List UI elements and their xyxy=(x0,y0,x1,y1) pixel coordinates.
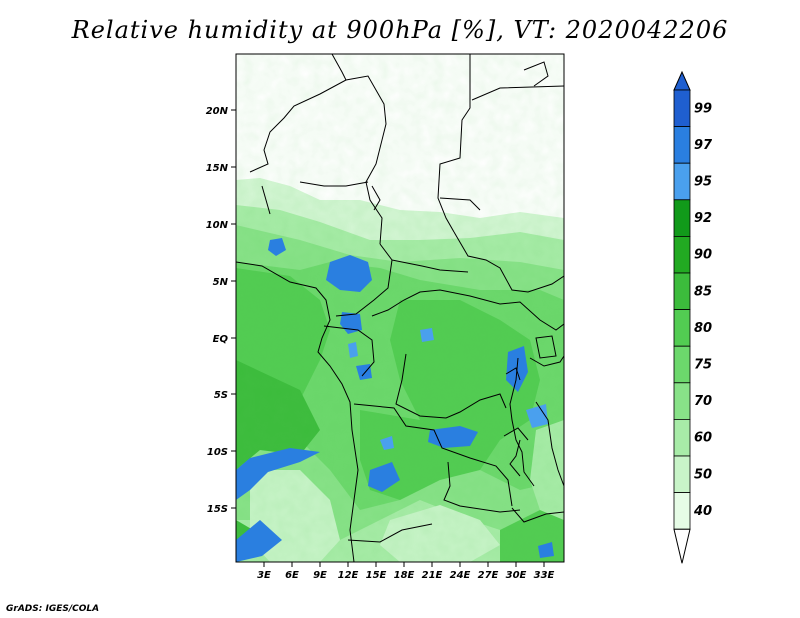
colorbar-segment xyxy=(673,382,691,420)
lon-label: 15E xyxy=(366,570,387,581)
colorbar-label: 40 xyxy=(693,504,712,519)
lat-labels: 20N 15N 10N 5N EQ 5S 10S 15S xyxy=(206,106,229,515)
map-title: Relative humidity at 900hPa [%], VT: 202… xyxy=(71,16,729,44)
lon-label: 12E xyxy=(338,570,359,581)
colorbar-label: 80 xyxy=(694,321,712,336)
country-borders xyxy=(236,54,564,562)
colorbar-segment xyxy=(673,418,691,457)
map-frame xyxy=(235,53,565,563)
lat-label: 15S xyxy=(207,504,228,515)
colorbar-label: 95 xyxy=(694,175,712,190)
lon-label: 27E xyxy=(478,570,499,581)
colorbar-label: 92 xyxy=(694,211,712,226)
lon-label: 21E xyxy=(422,570,443,581)
lon-label: 9E xyxy=(313,570,327,581)
colorbar-label: 99 xyxy=(694,101,712,116)
colorbar-segment xyxy=(673,272,691,310)
colorbar-segment xyxy=(673,455,691,493)
lat-label: EQ xyxy=(213,334,229,345)
lon-label: 33E xyxy=(534,570,555,581)
colorbar-segment xyxy=(673,309,691,347)
lon-label: 30E xyxy=(506,570,527,581)
lat-label: 15N xyxy=(206,163,229,174)
colorbar-bottom-arrow xyxy=(673,528,691,564)
colorbar-segment xyxy=(673,89,691,127)
lat-label: 10N xyxy=(206,220,229,231)
colorbar-label: 50 xyxy=(694,467,712,482)
colorbar-segment xyxy=(673,235,691,274)
colorbar-labels: 99 97 95 92 90 85 80 75 70 60 50 40 xyxy=(693,101,713,519)
colorbar-label: 60 xyxy=(694,431,712,446)
colorbar-label: 70 xyxy=(694,394,712,409)
colorbar-top-arrow xyxy=(673,70,691,91)
colorbar-segment xyxy=(673,126,691,164)
colorbar-segment xyxy=(673,199,691,237)
lat-label: 5S xyxy=(214,390,228,401)
colorbar-label: 90 xyxy=(694,248,712,263)
lon-label: 24E xyxy=(450,570,471,581)
colorbar-segment xyxy=(673,162,691,201)
colorbar-label: 85 xyxy=(694,284,712,299)
colorbar-label: 75 xyxy=(694,358,712,373)
grads-credit: GrADS: IGES/COLA xyxy=(6,604,100,614)
lon-label: 18E xyxy=(394,570,415,581)
lat-label: 20N xyxy=(206,106,229,117)
colorbar-label: 97 xyxy=(694,138,713,153)
lon-labels: 3E 6E 9E 12E 15E 18E 21E 24E 27E 30E 33E xyxy=(257,570,554,581)
axis-ticks xyxy=(231,109,545,567)
lon-label: 6E xyxy=(285,570,299,581)
colorbar-segment xyxy=(673,492,691,530)
colorbar-segment xyxy=(673,345,691,384)
colorbar-segments xyxy=(673,70,691,564)
lon-label: 3E xyxy=(257,570,271,581)
lat-label: 5N xyxy=(213,277,229,288)
lat-label: 10S xyxy=(207,447,228,458)
